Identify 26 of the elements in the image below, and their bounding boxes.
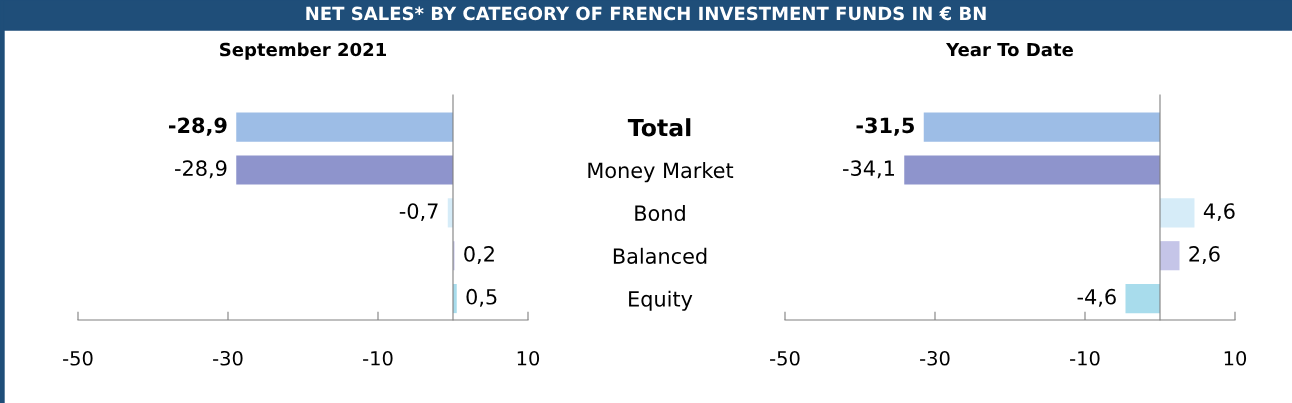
data-label: 0,5 [466,288,497,307]
data-label: -31,5 [856,117,914,136]
y-tick-label: Money Market [588,162,734,183]
x-tick-label: 10 [1224,350,1247,366]
x-tick-label: -30 [213,350,243,366]
data-label: -4,6 [1077,288,1116,307]
x-tick-label: -10 [1070,350,1100,366]
data-label: -0,7 [399,203,438,222]
x-tick-label: -30 [920,350,950,366]
data-label: 2,6 [1189,246,1220,264]
text: NET SALES* BY CATEGORY OF FRENCH INVESTMENT FUNDS IN € BN [306,6,986,21]
data-label: -28,9 [169,117,227,136]
y-tick-label: Total [627,118,691,137]
y-tick-label: Equity [629,290,693,311]
data-label: -28,9 [175,160,227,179]
data-label: 4,6 [1203,203,1235,222]
x-tick-label: -50 [63,350,93,366]
y-tick-label: Bond [635,204,685,222]
x-tick-label: -10 [363,350,393,366]
data-label: 0,2 [464,246,494,264]
y-tick-label: Balanced [613,247,707,264]
chart-subtitle: September 2021 [220,42,386,60]
data-label: -34,1 [843,160,894,179]
chart-subtitle: Year To Date [945,42,1073,57]
x-tick-label: 10 [517,350,540,366]
x-tick-label: -50 [770,350,800,366]
